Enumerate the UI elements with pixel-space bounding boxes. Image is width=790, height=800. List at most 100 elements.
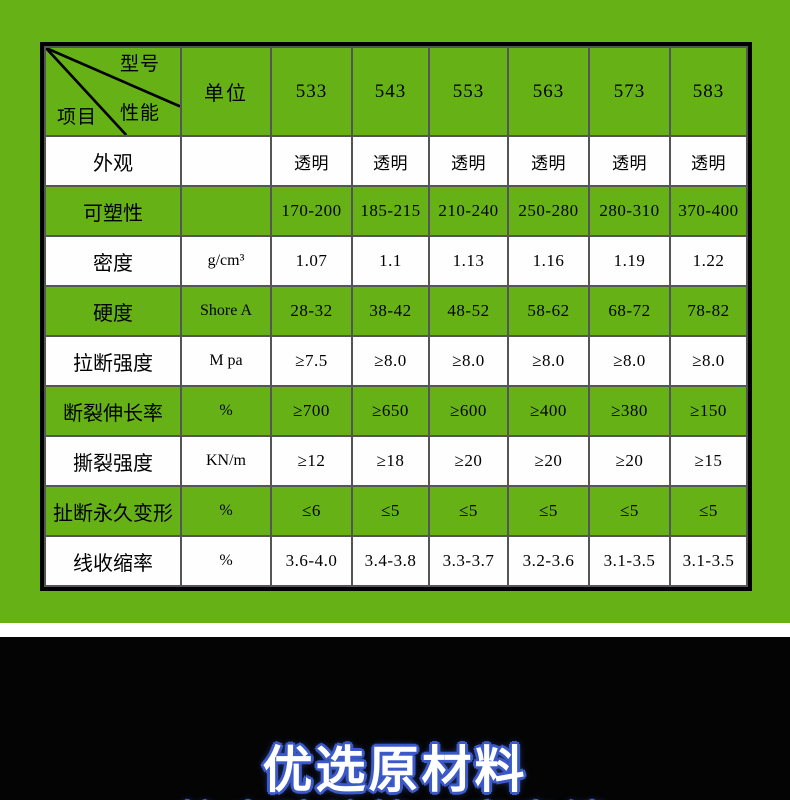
value-cell: ≥7.5 <box>270 335 353 387</box>
table-row: 硬度 Shore A 28-32 38-42 48-52 58-62 68-72 78-82 <box>44 285 748 337</box>
value-cell: 3.1-3.5 <box>588 535 671 587</box>
table-row: 密度 g/cm³ 1.07 1.1 1.13 1.16 1.19 1.22 <box>44 235 748 287</box>
unit-cell <box>180 135 272 187</box>
spec-table-container: 型号 性能 项目 单位 533 543 553 563 573 583 外观 透明 透明 透明透… <box>40 42 752 591</box>
corner-diagonal-lines <box>47 49 179 134</box>
value-cell: 3.3-3.7 <box>428 535 509 587</box>
value-cell: 透明 <box>507 135 590 187</box>
value-cell: 210-240 <box>428 185 509 237</box>
value-cell: 48-52 <box>428 285 509 337</box>
table-row: 可塑性 170-200 185-215 210-240 250-280 280-310 37… <box>44 185 748 237</box>
value-cell: ≥8.0 <box>588 335 671 387</box>
value-cell: ≥18 <box>351 435 430 487</box>
value-cell: 1.22 <box>669 235 748 287</box>
value-cell: ≤5 <box>588 485 671 537</box>
row-label: 密度 <box>44 235 182 287</box>
value-cell: ≤5 <box>669 485 748 537</box>
value-cell: 185-215 <box>351 185 430 237</box>
model-column-header: 583 <box>669 46 748 137</box>
value-cell: 1.07 <box>270 235 353 287</box>
value-cell: 3.4-3.8 <box>351 535 430 587</box>
model-column-header: 553 <box>428 46 509 137</box>
value-cell: ≥700 <box>270 385 353 437</box>
model-column-header: 563 <box>507 46 590 137</box>
value-cell: ≥150 <box>669 385 748 437</box>
row-label: 硬度 <box>44 285 182 337</box>
corner-label-model: 型号 <box>120 54 161 75</box>
value-cell: 透明 <box>351 135 430 187</box>
spec-table: 型号 性能 项目 单位 533 543 553 563 573 583 外观 透明 透明 透明透… <box>44 46 748 587</box>
value-cell: 3.6-4.0 <box>270 535 353 587</box>
value-cell: 38-42 <box>351 285 430 337</box>
value-cell: ≥380 <box>588 385 671 437</box>
value-cell: 68-72 <box>588 285 671 337</box>
value-cell: ≥12 <box>270 435 353 487</box>
unit-cell: % <box>180 385 272 437</box>
corner-header-cell: 型号 性能 项目 <box>44 46 182 137</box>
value-cell: ≥400 <box>507 385 590 437</box>
value-cell: 58-62 <box>507 285 590 337</box>
table-row: 外观 透明 透明 透明 透明 透明 透明 <box>44 135 748 187</box>
value-cell: 1.13 <box>428 235 509 287</box>
value-cell: 1.16 <box>507 235 590 287</box>
corner-label-performance: 性能 <box>120 103 161 124</box>
table-row: 扯断永久变形% ≤6 ≤5 ≤5 ≤5 ≤5 ≤5 <box>44 485 748 537</box>
row-label: 可塑性 <box>44 185 182 237</box>
value-cell: 78-82 <box>669 285 748 337</box>
unit-column-header: 单位 <box>180 46 272 137</box>
white-divider-strip <box>0 623 790 637</box>
value-cell: 1.19 <box>588 235 671 287</box>
value-cell: ≥8.0 <box>669 335 748 387</box>
value-cell: 1.1 <box>351 235 430 287</box>
row-label: 扯断永久变形 <box>44 485 182 537</box>
value-cell: 370-400 <box>669 185 748 237</box>
row-label: 线收缩率 <box>44 535 182 587</box>
value-cell: 28-32 <box>270 285 353 337</box>
unit-cell: g/cm³ <box>180 235 272 287</box>
value-cell: ≥20 <box>507 435 590 487</box>
row-label: 撕裂强度 <box>44 435 182 487</box>
value-cell: ≥20 <box>428 435 509 487</box>
value-cell: ≤5 <box>507 485 590 537</box>
value-cell: 170-200 <box>270 185 353 237</box>
value-cell: ≥15 <box>669 435 748 487</box>
bottom-banner: 优选原材料 挤出硅胶管厂家直销 <box>0 637 790 800</box>
model-column-header: 543 <box>351 46 430 137</box>
banner-title: 优选原材料 <box>262 742 528 798</box>
corner-label-item: 项目 <box>57 107 98 128</box>
row-label: 断裂伸长率 <box>44 385 182 437</box>
value-cell: 280-310 <box>588 185 671 237</box>
value-cell: ≤5 <box>351 485 430 537</box>
unit-cell: KN/m <box>180 435 272 487</box>
model-column-header: 533 <box>270 46 353 137</box>
value-cell: 250-280 <box>507 185 590 237</box>
value-cell: ≥8.0 <box>351 335 430 387</box>
unit-cell: Shore A <box>180 285 272 337</box>
unit-cell: % <box>180 535 272 587</box>
table-header-row: 型号 性能 项目 单位 533 543 553 563 573 583 <box>44 46 748 137</box>
value-cell: ≥600 <box>428 385 509 437</box>
value-cell: ≥20 <box>588 435 671 487</box>
value-cell: ≤5 <box>428 485 509 537</box>
value-cell: 透明 <box>588 135 671 187</box>
unit-cell: % <box>180 485 272 537</box>
value-cell: ≥8.0 <box>428 335 509 387</box>
value-cell: 透明 <box>669 135 748 187</box>
value-cell: 透明 <box>428 135 509 187</box>
model-column-header: 573 <box>588 46 671 137</box>
value-cell: 3.1-3.5 <box>669 535 748 587</box>
value-cell: ≥8.0 <box>507 335 590 387</box>
unit-cell: M pa <box>180 335 272 387</box>
banner-subtitle-cutoff: 挤出硅胶管厂家直销 <box>0 790 790 800</box>
value-cell: 透明 <box>270 135 353 187</box>
table-row: 拉断强度 M pa ≥7.5 ≥8.0 ≥8.0 ≥8.0 ≥8.0 ≥8.0 <box>44 335 748 387</box>
row-label: 拉断强度 <box>44 335 182 387</box>
value-cell: ≥650 <box>351 385 430 437</box>
unit-cell <box>180 185 272 237</box>
value-cell: ≤6 <box>270 485 353 537</box>
row-label: 外观 <box>44 135 182 187</box>
table-row: 撕裂强度 KN/m ≥12 ≥18 ≥20 ≥20 ≥20 ≥15 <box>44 435 748 487</box>
table-row: 断裂伸长率% ≥700 ≥650 ≥600 ≥400 ≥380 ≥150 <box>44 385 748 437</box>
table-row: 线收缩率% 3.6-4.0 3.4-3.8 3.3-3.7 3.2-3.6 3.1-3.5… <box>44 535 748 587</box>
